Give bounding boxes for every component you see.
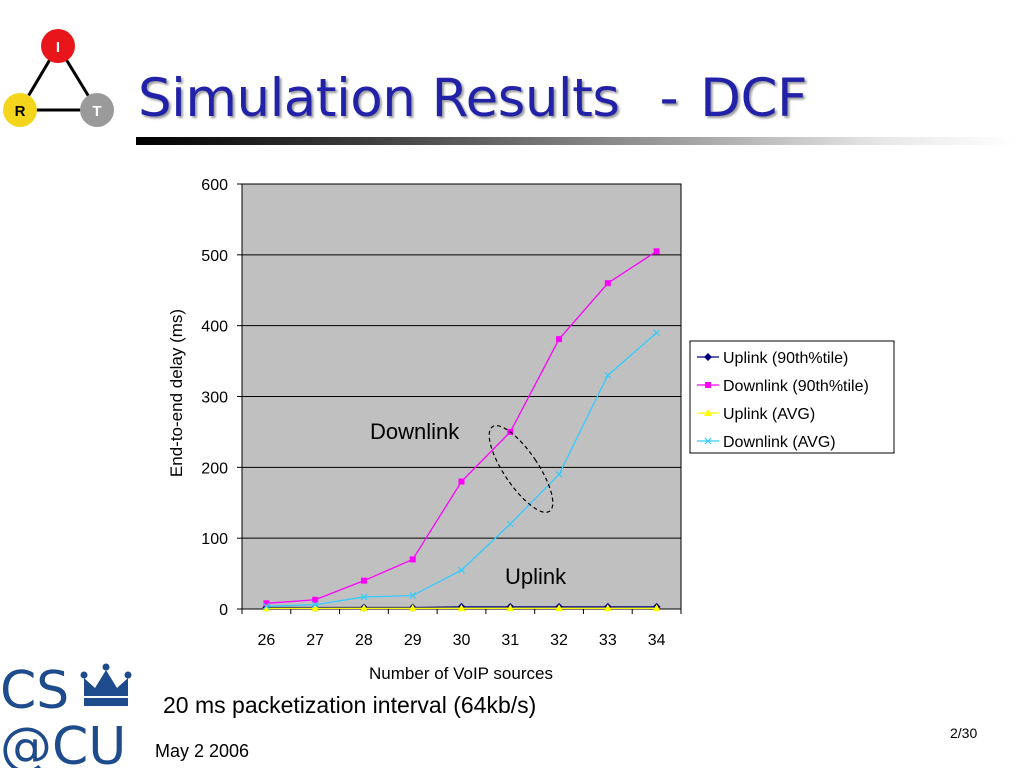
- data-point: [506, 604, 515, 612]
- series-3: [262, 329, 661, 610]
- legend-swatch-marker: [704, 409, 712, 416]
- data-point: [603, 604, 612, 612]
- slide-number: 2/30: [950, 725, 978, 741]
- grid-lines: [242, 254, 681, 539]
- data-point: [458, 566, 465, 574]
- y-tick-label: 200: [201, 460, 228, 477]
- logo-node-left: [3, 93, 37, 127]
- series-1: [263, 248, 660, 607]
- data-point: [311, 601, 319, 609]
- y-tick-label: 600: [201, 177, 228, 194]
- x-tick-label: 34: [648, 632, 666, 649]
- caption: 20 ms packetization interval (64kb/s): [163, 692, 537, 718]
- x-axis-label: Number of VoIP sources: [369, 664, 553, 683]
- data-point: [555, 470, 563, 478]
- cs-logo-line1: CS: [0, 661, 69, 721]
- series-layer: [262, 248, 661, 612]
- x-axis-ticks: 26 27 28 29 30 31 32 33 34: [241, 609, 682, 649]
- slide-title-main: Simulation Results: [138, 68, 620, 129]
- legend-label: Downlink (AVG): [723, 434, 836, 451]
- data-point: [360, 593, 368, 601]
- data-point: [263, 600, 270, 607]
- data-point: [360, 577, 367, 584]
- data-point: [556, 336, 563, 343]
- data-point: [653, 329, 661, 337]
- logo-node-top: [41, 29, 75, 63]
- data-point: [312, 596, 319, 603]
- x-tick-label: 32: [550, 632, 568, 649]
- data-point: [262, 604, 271, 612]
- slide-title-sub: DCF: [700, 68, 807, 129]
- data-point: [652, 604, 661, 612]
- y-axis-label: End-to-end delay (ms): [167, 309, 186, 477]
- data-point: [506, 520, 514, 528]
- data-point: [262, 602, 270, 610]
- x-tick-label: 26: [257, 632, 275, 649]
- downlink-highlight-ellipse: [488, 425, 554, 513]
- data-point: [604, 280, 611, 287]
- legend-item: Uplink (90th%tile): [697, 350, 848, 367]
- x-tick-label: 33: [599, 632, 617, 649]
- data-point: [604, 371, 612, 379]
- irt-logo: I R T: [3, 29, 114, 127]
- annotation-downlink: Downlink: [370, 419, 460, 444]
- logo-node-right-label: T: [92, 103, 101, 120]
- x-tick-label: 28: [355, 632, 373, 649]
- legend-swatch-marker: [705, 382, 711, 388]
- title-underline: [136, 137, 1016, 145]
- legend-label: Uplink (AVG): [723, 406, 815, 423]
- chart-legend: Uplink (90th%tile) Downlink (90th%tile) Up…: [689, 340, 895, 454]
- legend-box: [689, 340, 895, 454]
- y-axis-ticks: 0 100 200 300 400 500 600: [201, 177, 242, 619]
- footer-date: May 2 2006: [155, 741, 250, 761]
- data-point: [457, 604, 466, 612]
- x-tick-label: 31: [501, 632, 519, 649]
- y-tick-label: 500: [201, 248, 228, 265]
- x-tick-label: 27: [306, 632, 324, 649]
- y-tick-label: 300: [201, 390, 228, 407]
- cs-logo-line2: @CU: [0, 717, 126, 768]
- data-point: [458, 478, 465, 485]
- data-point: [409, 556, 416, 563]
- data-point: [409, 592, 417, 599]
- logo-node-right: [80, 93, 114, 127]
- series-2: [262, 604, 661, 612]
- data-point: [653, 248, 660, 255]
- y-tick-label: 400: [201, 319, 228, 336]
- y-tick-label: 100: [201, 531, 228, 548]
- data-point: [311, 604, 320, 612]
- legend-item: Downlink (90th%tile): [697, 378, 869, 395]
- legend-item: Uplink (AVG): [697, 406, 815, 423]
- data-point: [359, 604, 368, 612]
- legend-label: Downlink (90th%tile): [723, 378, 869, 395]
- data-point: [408, 604, 417, 612]
- delay-line-chart: 0 100 200 300 400 500 600 26 27 28 29 30 31 32 33 34 N…: [167, 177, 895, 683]
- cs-cu-logo: CS @CU: [0, 661, 132, 768]
- legend-item: Downlink (AVG): [697, 434, 836, 451]
- y-tick-label: 0: [219, 602, 228, 619]
- slide-title: Simulation Results - DCF: [138, 72, 807, 125]
- legend-swatch-marker: [704, 437, 712, 445]
- slide-title-dash: -: [659, 68, 679, 129]
- data-point: [555, 604, 564, 612]
- annotation-uplink: Uplink: [505, 564, 567, 589]
- logo-node-top-label: I: [56, 39, 60, 56]
- crown-icon: [80, 663, 132, 706]
- legend-swatch-marker: [704, 353, 712, 361]
- x-tick-label: 29: [404, 632, 422, 649]
- x-tick-label: 30: [453, 632, 471, 649]
- legend-label: Uplink (90th%tile): [723, 350, 848, 367]
- logo-node-left-label: R: [15, 103, 26, 120]
